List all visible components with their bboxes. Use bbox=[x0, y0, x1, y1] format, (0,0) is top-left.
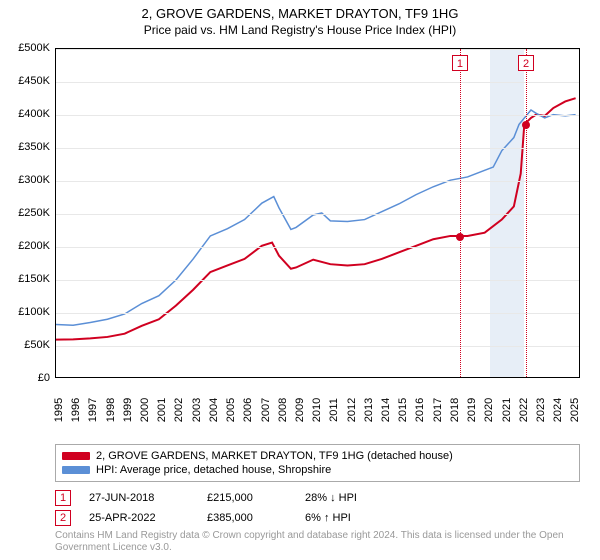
marker-vline bbox=[460, 49, 461, 377]
transaction-point bbox=[456, 233, 464, 241]
y-tick-label: £50K bbox=[24, 339, 50, 351]
x-tick-label: 1998 bbox=[105, 398, 117, 422]
x-tick-label: 2020 bbox=[483, 398, 495, 422]
x-tick-label: 2023 bbox=[535, 398, 547, 422]
x-tick-label: 2006 bbox=[242, 398, 254, 422]
x-tick-label: 2010 bbox=[311, 398, 323, 422]
gridline bbox=[56, 115, 579, 116]
y-tick-label: £500K bbox=[18, 42, 50, 54]
x-tick-label: 2008 bbox=[277, 398, 289, 422]
x-tick-label: 2003 bbox=[191, 398, 203, 422]
transaction-row: 1 27-JUN-2018 £215,000 28% ↓ HPI bbox=[55, 488, 580, 508]
x-tick-label: 2015 bbox=[397, 398, 409, 422]
y-tick-label: £350K bbox=[18, 141, 50, 153]
series-hpi bbox=[56, 110, 576, 325]
chart-subtitle: Price paid vs. HM Land Registry's House … bbox=[0, 21, 600, 43]
attribution-footer: Contains HM Land Registry data © Crown c… bbox=[55, 530, 575, 554]
x-tick-label: 2021 bbox=[501, 398, 513, 422]
x-tick-label: 2011 bbox=[328, 398, 340, 422]
legend-swatch bbox=[62, 466, 90, 474]
x-tick-label: 2012 bbox=[346, 398, 358, 422]
legend-label: 2, GROVE GARDENS, MARKET DRAYTON, TF9 1H… bbox=[96, 450, 453, 462]
x-tick-label: 2017 bbox=[432, 398, 444, 422]
transaction-date: 25-APR-2022 bbox=[89, 512, 189, 524]
gridline bbox=[56, 148, 579, 149]
transaction-price: £385,000 bbox=[207, 512, 287, 524]
x-tick-label: 2014 bbox=[380, 398, 392, 422]
x-tick-label: 2005 bbox=[225, 398, 237, 422]
x-tick-label: 2001 bbox=[156, 398, 168, 422]
x-tick-label: 2009 bbox=[294, 398, 306, 422]
gridline bbox=[56, 181, 579, 182]
y-tick-label: £250K bbox=[18, 207, 50, 219]
x-tick-label: 2013 bbox=[363, 398, 375, 422]
x-tick-label: 2018 bbox=[449, 398, 461, 422]
x-tick-label: 1995 bbox=[53, 398, 65, 422]
chart-svg bbox=[56, 49, 579, 377]
x-tick-label: 2000 bbox=[139, 398, 151, 422]
y-tick-label: £0 bbox=[38, 372, 50, 384]
marker-badge: 1 bbox=[452, 55, 468, 71]
gridline bbox=[56, 82, 579, 83]
legend-swatch bbox=[62, 452, 90, 460]
plot-area: 12 bbox=[55, 48, 580, 378]
gridline bbox=[56, 49, 579, 50]
x-tick-label: 2007 bbox=[260, 398, 272, 422]
gridline bbox=[56, 313, 579, 314]
y-tick-label: £300K bbox=[18, 174, 50, 186]
y-tick-label: £450K bbox=[18, 75, 50, 87]
transaction-diff: 6% ↑ HPI bbox=[305, 512, 385, 524]
y-tick-label: £400K bbox=[18, 108, 50, 120]
transaction-row: 2 25-APR-2022 £385,000 6% ↑ HPI bbox=[55, 508, 580, 528]
x-tick-label: 2002 bbox=[173, 398, 185, 422]
transaction-date: 27-JUN-2018 bbox=[89, 492, 189, 504]
chart-container: 2, GROVE GARDENS, MARKET DRAYTON, TF9 1H… bbox=[0, 0, 600, 560]
x-tick-label: 2024 bbox=[552, 398, 564, 422]
series-property bbox=[56, 98, 576, 339]
x-tick-label: 2022 bbox=[518, 398, 530, 422]
legend: 2, GROVE GARDENS, MARKET DRAYTON, TF9 1H… bbox=[55, 444, 580, 482]
gridline bbox=[56, 280, 579, 281]
y-tick-label: £150K bbox=[18, 273, 50, 285]
x-tick-label: 1996 bbox=[70, 398, 82, 422]
gridline bbox=[56, 346, 579, 347]
x-tick-label: 2016 bbox=[414, 398, 426, 422]
transaction-point bbox=[522, 121, 530, 129]
chart-title: 2, GROVE GARDENS, MARKET DRAYTON, TF9 1H… bbox=[0, 0, 600, 21]
x-tick-label: 1999 bbox=[122, 398, 134, 422]
gridline bbox=[56, 247, 579, 248]
y-tick-label: £200K bbox=[18, 240, 50, 252]
y-tick-label: £100K bbox=[18, 306, 50, 318]
x-tick-group: 1995 1996 1997 1998 1999 2000 2001 2002 2003 2004… bbox=[55, 380, 580, 440]
transaction-diff: 28% ↓ HPI bbox=[305, 492, 385, 504]
transactions-table: 1 27-JUN-2018 £215,000 28% ↓ HPI 2 25-APR-202… bbox=[55, 488, 580, 528]
x-tick-label: 2025 bbox=[569, 398, 581, 422]
transaction-badge: 1 bbox=[55, 490, 71, 506]
marker-vline bbox=[526, 49, 527, 377]
transaction-price: £215,000 bbox=[207, 492, 287, 504]
legend-item: HPI: Average price, detached house, Shro… bbox=[62, 463, 573, 477]
transaction-badge: 2 bbox=[55, 510, 71, 526]
x-tick-label: 2019 bbox=[466, 398, 478, 422]
legend-label: HPI: Average price, detached house, Shro… bbox=[96, 464, 331, 476]
legend-item: 2, GROVE GARDENS, MARKET DRAYTON, TF9 1H… bbox=[62, 449, 573, 463]
x-tick-label: 2004 bbox=[208, 398, 220, 422]
gridline bbox=[56, 214, 579, 215]
x-tick-label: 1997 bbox=[87, 398, 99, 422]
marker-badge: 2 bbox=[518, 55, 534, 71]
